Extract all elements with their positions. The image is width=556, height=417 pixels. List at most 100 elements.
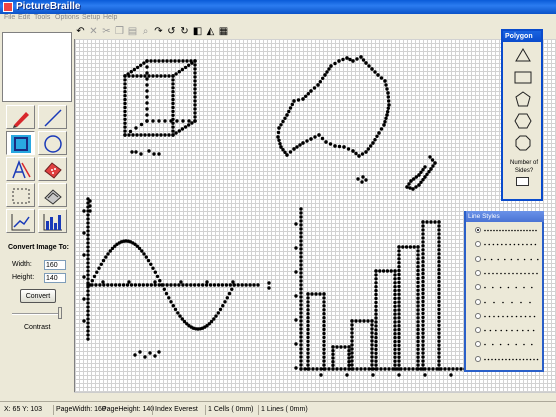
cut-icon[interactable]: ✕: [89, 26, 98, 37]
eraser-tool[interactable]: [38, 157, 67, 181]
contrast-slider-track[interactable]: [12, 313, 62, 315]
triangle-shape[interactable]: [512, 46, 534, 64]
braille-dot: [220, 283, 225, 287]
braille-dot: [221, 304, 225, 308]
paste-icon[interactable]: ▤: [127, 26, 138, 37]
menu-help[interactable]: Help: [103, 14, 118, 21]
copy-icon[interactable]: ❐: [115, 26, 124, 37]
braille-dot: [393, 273, 397, 277]
braille-dot: [421, 327, 425, 331]
octagon-shape[interactable]: [512, 134, 534, 152]
braille-dot: [163, 74, 167, 78]
width-input[interactable]: [44, 260, 66, 270]
line-styles-panel: Line Styles: [464, 211, 544, 372]
find-icon[interactable]: ⌕: [142, 26, 149, 37]
line-style-radio[interactable]: [475, 312, 481, 319]
braille-dot: [370, 347, 374, 351]
fill-icon: [44, 189, 62, 205]
flip-horizontal-icon[interactable]: ◧: [192, 26, 203, 37]
rectangle-shape[interactable]: [512, 68, 534, 86]
braille-dot: [374, 343, 378, 348]
sides-input[interactable]: [516, 177, 529, 186]
rectangle-tool[interactable]: [6, 131, 35, 155]
line-style-radio[interactable]: [475, 255, 481, 262]
hexagon-shape[interactable]: [512, 112, 534, 130]
bar-chart-icon: [43, 214, 62, 231]
text-tool[interactable]: [6, 157, 35, 181]
braille-dot: [197, 283, 201, 287]
menu-edit[interactable]: Edit: [18, 14, 31, 21]
braille-dot: [174, 72, 178, 76]
braille-dot: [187, 123, 191, 127]
pentagon-shape[interactable]: [512, 90, 534, 108]
selection-tool[interactable]: [6, 183, 35, 207]
line-style-option[interactable]: [475, 297, 541, 309]
braille-dot: [342, 145, 346, 149]
braille-dot: [155, 74, 159, 78]
braille-dot: [333, 61, 337, 66]
line-style-option[interactable]: [475, 325, 541, 337]
flip-vertical-icon[interactable]: ◭: [206, 26, 215, 37]
horizontal-scrollbar[interactable]: [74, 392, 556, 401]
line-style-option[interactable]: [475, 354, 541, 366]
line-style-radio[interactable]: [475, 355, 481, 362]
braille-dot: [149, 59, 153, 63]
line-style-radio[interactable]: [475, 341, 481, 348]
braille-dot: [167, 296, 171, 300]
line-style-option[interactable]: [475, 339, 541, 351]
braille-dot: [397, 308, 401, 312]
menu-setup[interactable]: Setup: [82, 14, 101, 21]
width-label: Width:: [12, 261, 32, 268]
line-style-radio[interactable]: [475, 241, 481, 248]
graph-line-tool[interactable]: [6, 209, 35, 233]
braille-dot: [141, 283, 145, 287]
line-style-option[interactable]: [475, 254, 541, 266]
braille-dot: [283, 150, 287, 154]
grid-icon[interactable]: ▦: [218, 26, 229, 37]
braille-dot: [397, 292, 401, 296]
menu-tools[interactable]: Tools: [34, 14, 51, 21]
braille-dot: [193, 87, 197, 91]
line-style-radio[interactable]: [475, 327, 481, 334]
braille-dot: [299, 351, 303, 355]
braille-dot: [171, 97, 175, 102]
rotate-left-icon[interactable]: ↺: [167, 26, 176, 37]
bar-chart-tool[interactable]: [38, 209, 67, 233]
scissors-icon[interactable]: ✂: [102, 26, 111, 37]
braille-dot: [317, 133, 321, 137]
pencil-tool[interactable]: [6, 105, 35, 129]
line-style-radio[interactable]: [475, 269, 481, 276]
line-style-option[interactable]: [475, 282, 541, 294]
line-style-radio[interactable]: [475, 298, 481, 305]
rotate-right-icon[interactable]: ↻: [180, 26, 189, 37]
line-tool[interactable]: [38, 105, 67, 129]
braille-dot: [94, 283, 98, 287]
title-bar[interactable]: PictureBraille: [0, 0, 556, 14]
line-style-option[interactable]: [475, 311, 541, 323]
braille-dot: [205, 324, 209, 328]
menu-file[interactable]: File: [4, 14, 16, 21]
undo-icon[interactable]: ↶: [76, 26, 85, 37]
braille-dot: [384, 83, 388, 87]
line-style-option[interactable]: [475, 225, 541, 237]
line-style-option[interactable]: [475, 268, 541, 280]
convert-button[interactable]: Convert: [20, 289, 56, 303]
braille-dot: [421, 220, 425, 224]
braille-dot: [421, 335, 425, 339]
braille-dot: [347, 352, 351, 356]
braille-dot: [145, 119, 149, 123]
braille-dot: [216, 311, 220, 315]
preview-thumbnail: [2, 32, 72, 102]
redo-icon[interactable]: ↷: [154, 26, 163, 37]
line-style-radio[interactable]: [475, 284, 481, 291]
menu-options[interactable]: Options: [55, 14, 80, 21]
braille-dot: [309, 89, 313, 93]
braille-dot: [163, 119, 167, 123]
contrast-slider-thumb[interactable]: [58, 307, 62, 319]
circle-tool[interactable]: [38, 131, 67, 155]
fill-tool[interactable]: [38, 183, 67, 207]
line-style-option[interactable]: [475, 239, 541, 251]
braille-dot: [299, 215, 303, 219]
line-style-radio[interactable]: [475, 227, 481, 233]
height-input[interactable]: [44, 273, 66, 283]
